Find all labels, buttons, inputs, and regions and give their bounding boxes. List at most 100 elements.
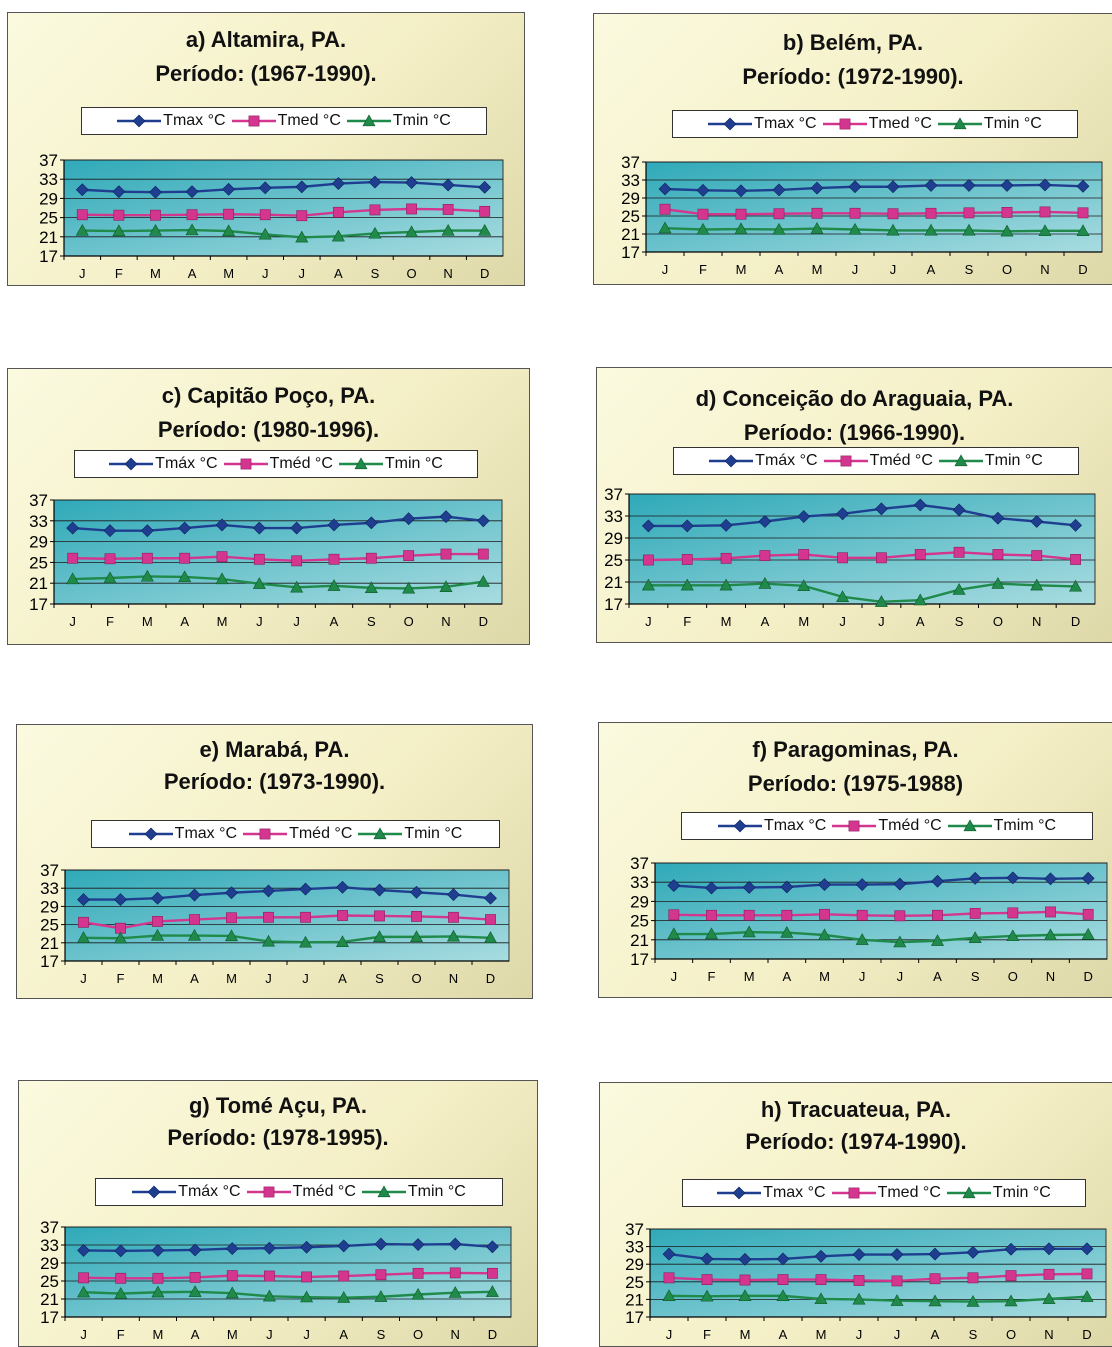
legend-label: Tmáx °C (155, 455, 218, 472)
x-tick-label: N (1032, 614, 1041, 629)
data-point-tmax (262, 1241, 276, 1255)
legend-label: Tmin °C (407, 1183, 466, 1200)
data-point-tmin (372, 930, 387, 942)
series-line-tmin (673, 930, 1089, 944)
data-point-tmax (776, 1252, 790, 1266)
series-line-tmed (668, 1272, 1088, 1283)
legend-marker-tmed (263, 1186, 274, 1198)
data-point-tmax (772, 183, 786, 197)
data-point-tmed (179, 552, 191, 564)
data-point-tmax (738, 1252, 752, 1266)
data-point-tmed (291, 555, 303, 567)
data-point-tmed (403, 550, 415, 562)
x-tick-label: A (916, 614, 925, 629)
data-point-tmed (369, 204, 381, 216)
data-point-tmax (818, 878, 831, 892)
legend-swatch-tmin (358, 827, 403, 840)
data-point-tmin (441, 223, 455, 236)
data-point-tmin (662, 1289, 676, 1301)
data-point-tmed (115, 1272, 127, 1284)
data-point-tmed (152, 1272, 164, 1284)
legend-marker-tmed (840, 455, 851, 467)
legend-marker-tmax (132, 114, 146, 128)
series-line-tmed (83, 1271, 493, 1280)
chart-title: c) Capitão Poço, PA. (161, 383, 376, 408)
legend-item-tmed: Tmed °C (831, 1184, 941, 1202)
data-point-tmin (368, 226, 382, 239)
data-point-tmax (1042, 1242, 1056, 1256)
data-point-tmed (263, 911, 274, 923)
x-tick-label: S (955, 614, 964, 629)
data-point-tmin (409, 930, 424, 942)
legend-item-tmax: Tmáx °C (132, 1183, 241, 1201)
data-point-tmin (928, 1294, 942, 1307)
y-tick-label: 21 (40, 1290, 59, 1309)
x-tick-label: O (1006, 1327, 1016, 1342)
data-point-tmin (758, 577, 772, 589)
data-point-tmed (259, 209, 271, 221)
data-point-tmin (814, 1292, 828, 1305)
data-point-tmed (735, 208, 747, 220)
x-tick-label: F (106, 614, 114, 629)
y-tick-label: 21 (621, 225, 640, 244)
data-point-tmin (113, 931, 128, 944)
data-point-tmed (296, 210, 308, 222)
legend-item-tmax: Tmax °C (708, 115, 817, 133)
legend-label: Tmáx °C (755, 452, 818, 469)
data-point-tmax (719, 518, 733, 532)
data-point-tmed (300, 911, 311, 923)
x-tick-label: J (293, 614, 300, 629)
legend-item-tmin: Tmin °C (946, 1184, 1051, 1202)
legend-item-tmed: Tméd °C (246, 1183, 356, 1201)
x-tick-label: N (449, 971, 458, 986)
x-tick-label: J (839, 614, 846, 629)
y-tick-label: 21 (604, 573, 623, 592)
x-tick-label: A (761, 614, 770, 629)
data-point-tmin (738, 1289, 752, 1301)
data-point-tmed (876, 552, 887, 564)
data-point-tmin (252, 577, 266, 589)
data-point-tmin (178, 570, 192, 583)
data-point-tmin (112, 224, 126, 237)
data-point-tmax (1081, 871, 1095, 885)
x-tick-label: J (878, 614, 885, 629)
data-point-tmax (797, 510, 811, 523)
x-tick-label: O (411, 971, 421, 986)
data-point-tmed (953, 546, 965, 558)
data-point-tmin (1000, 224, 1014, 237)
data-point-tmed (663, 1272, 675, 1284)
x-tick-label: D (479, 614, 488, 629)
data-point-tmax (368, 175, 382, 189)
data-point-tmax (252, 521, 266, 535)
data-point-tmed (365, 552, 377, 564)
chart-subtitle: Período: (1974-1990). (745, 1129, 967, 1154)
data-point-tmax (151, 1243, 165, 1257)
data-point-tmed (412, 1267, 424, 1279)
data-point-tmin (991, 577, 1005, 589)
data-point-tmax (1030, 515, 1044, 528)
y-tick-label: 33 (29, 512, 48, 531)
legend-label: Tmim °C (993, 817, 1057, 834)
data-point-tmed (264, 1270, 275, 1282)
y-tick-label: 25 (604, 551, 623, 570)
data-point-tmax (848, 180, 862, 194)
legend-marker-tmin (354, 457, 368, 470)
y-tick-label: 25 (630, 912, 649, 931)
data-point-tmax (439, 510, 453, 524)
legend-swatch-tmin (338, 457, 383, 470)
data-point-tmed (815, 1274, 827, 1285)
data-point-tmin (952, 583, 966, 595)
x-tick-label: M (142, 614, 153, 629)
y-tick-label: 29 (630, 892, 649, 911)
data-point-tmin (140, 569, 154, 582)
data-point-tmed (1070, 554, 1081, 565)
x-tick-label: D (1082, 1327, 1091, 1342)
data-point-tmax (1044, 872, 1057, 886)
data-point-tmed (811, 207, 823, 219)
legend-item-tmed: Tméd °C (223, 455, 333, 473)
data-point-tmax (913, 498, 927, 512)
chart-title: h) Tracuateua, PA. (760, 1097, 952, 1122)
chart-subtitle: Período: (1975-1988) (747, 771, 964, 796)
data-point-tmax (402, 512, 416, 526)
data-point-tmax (758, 515, 772, 528)
